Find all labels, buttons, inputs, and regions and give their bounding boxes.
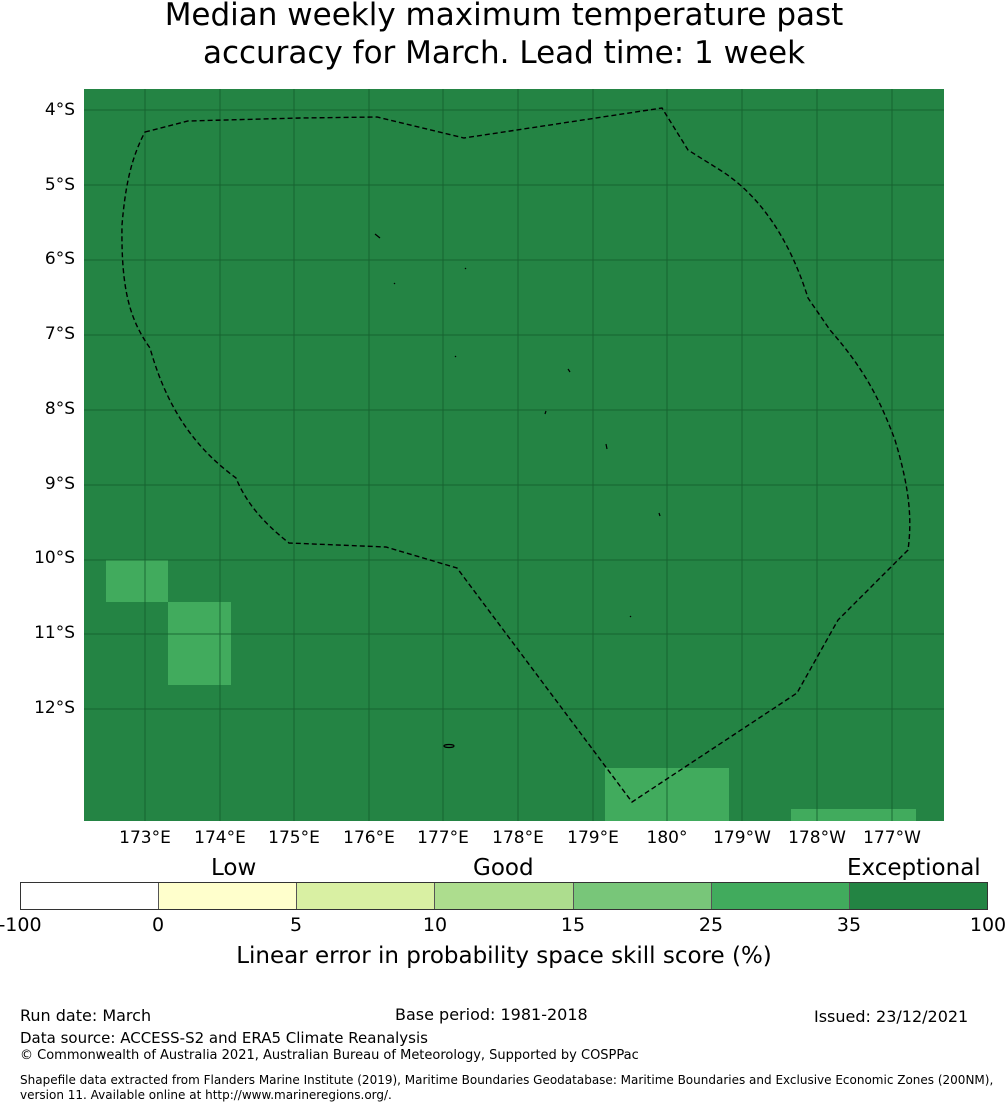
issued-date: Issued: 23/12/2021 (814, 1007, 969, 1026)
lon-label: 178°W (788, 828, 846, 848)
legend-category-good: Good (473, 855, 534, 881)
skill-cell (168, 602, 231, 685)
lat-label: 4°S (44, 100, 75, 120)
legend-category-exceptional: Exceptional (847, 855, 981, 881)
colorbar-tick: 0 (151, 914, 165, 936)
eez-boundary (121, 107, 911, 803)
base-period: Base period: 1981-2018 (395, 1005, 588, 1024)
legend-category-low: Low (211, 855, 257, 881)
map-plot (84, 89, 944, 821)
run-date: Run date: March (20, 1006, 152, 1025)
lon-label: 177°E (417, 828, 469, 848)
lat-label: 12°S (34, 698, 75, 718)
colorbar-segment (21, 883, 160, 909)
skill-cell (106, 560, 168, 602)
lat-label: 11°S (34, 623, 75, 643)
lat-label: 5°S (44, 175, 75, 195)
colorbar-tick: 5 (289, 914, 303, 936)
lon-label: 177°W (863, 828, 921, 848)
colorbar-label: Linear error in probability space skill … (236, 943, 772, 969)
title-line-2: accuracy for March. Lead time: 1 week (202, 35, 806, 71)
title-line-1: Median weekly maximum temperature past (164, 0, 844, 33)
lat-label: 6°S (44, 249, 75, 269)
lat-label: 9°S (44, 474, 75, 494)
colorbar-segment (159, 883, 298, 909)
lon-label: 176°E (343, 828, 395, 848)
shapefile-credit: Shapefile data extracted from Flanders M… (20, 1073, 994, 1102)
lat-label: 8°S (44, 399, 75, 419)
colorbar-tick: 25 (698, 914, 724, 936)
colorbar-tick: 100 (969, 914, 1007, 936)
colorbar-tick: 35 (836, 914, 862, 936)
lon-label: 175°E (268, 828, 320, 848)
data-source: Data source: ACCESS-S2 and ERA5 Climate … (20, 1029, 428, 1047)
skill-cell (791, 809, 916, 821)
colorbar-segment (849, 883, 987, 909)
copyright: © Commonwealth of Australia 2021, Austra… (20, 1048, 639, 1063)
colorbar-segment (435, 883, 574, 909)
lon-label: 173°E (119, 828, 171, 848)
colorbar (20, 882, 988, 910)
colorbar-tick: -100 (0, 914, 42, 936)
colorbar-segment (711, 883, 850, 909)
lon-label: 179°E (567, 828, 619, 848)
lon-label: 180° (646, 828, 688, 848)
lat-label: 10°S (34, 548, 75, 568)
colorbar-tick: 15 (560, 914, 586, 936)
map-background (84, 89, 944, 821)
colorbar-segment (297, 883, 436, 909)
islands (374, 233, 661, 749)
lat-label: 7°S (44, 324, 75, 344)
lon-label: 178°E (492, 828, 544, 848)
lon-label: 179°W (713, 828, 771, 848)
lon-label: 174°E (194, 828, 246, 848)
colorbar-tick: 10 (422, 914, 448, 936)
graticule (84, 89, 944, 821)
colorbar-segment (573, 883, 712, 909)
chart-title: Median weekly maximum temperature past a… (0, 0, 1008, 72)
